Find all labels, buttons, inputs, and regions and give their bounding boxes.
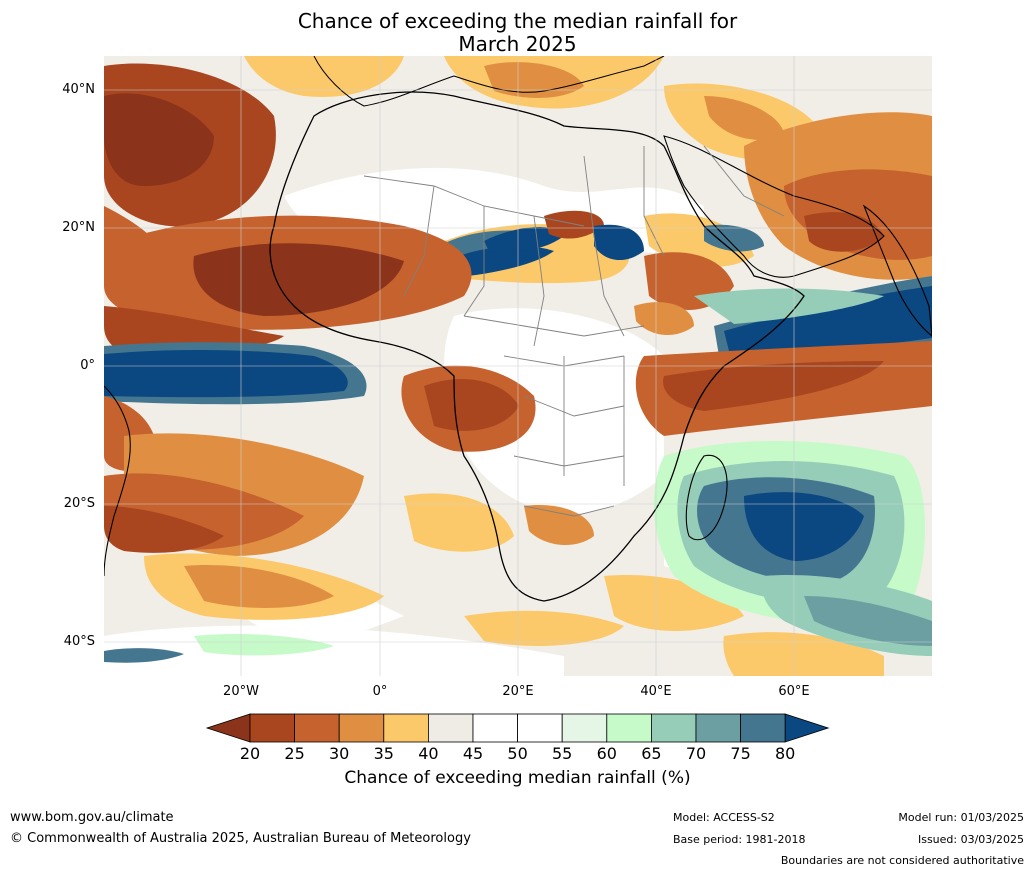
rainfall-map — [104, 56, 932, 676]
lon-label-0: 0° — [372, 684, 388, 699]
colorbar-tick-label: 65 — [641, 744, 662, 763]
footer-model-run: Model run: 01/03/2025 — [898, 811, 1024, 824]
colorbar-tick-label: 55 — [552, 744, 573, 763]
colorbar-cell — [249, 713, 295, 743]
lat-label-20s: 20°S — [63, 496, 95, 511]
colorbar-cell — [427, 713, 474, 743]
lon-label-40e: 40°E — [640, 684, 672, 699]
colorbar-extend-high — [784, 713, 830, 743]
colorbar-tick-label: 20 — [239, 744, 261, 763]
footer-base-period: Base period: 1981-2018 — [673, 833, 806, 846]
colorbar-cell — [472, 713, 518, 743]
colorbar-extend-low — [205, 713, 251, 743]
colorbar-cell — [294, 713, 340, 743]
colorbar-tick-label: 50 — [507, 744, 528, 763]
lat-label-0: 0° — [80, 358, 95, 373]
colorbar-cell — [650, 713, 697, 743]
colorbar-label: Chance of exceeding median rainfall (%) — [344, 768, 691, 788]
colorbar — [205, 713, 830, 743]
title-line-2: March 2025 — [458, 32, 577, 56]
colorbar-tick-label: 25 — [284, 744, 305, 763]
map-canvas — [104, 56, 932, 676]
lat-label-20n: 20°N — [62, 220, 95, 235]
footer-issued: Issued: 03/03/2025 — [917, 833, 1024, 846]
footer-model: Model: ACCESS-S2 — [673, 811, 775, 824]
colorbar-tick-label: 40 — [418, 744, 439, 763]
lon-label-20e: 20°E — [502, 684, 534, 699]
lat-label-40s: 40°S — [63, 634, 95, 649]
colorbar-cell — [561, 713, 608, 743]
title-line-1: Chance of exceeding the median rainfall … — [297, 9, 738, 33]
colorbar-cell — [740, 713, 786, 743]
colorbar-tick-label: 30 — [329, 744, 350, 763]
map-title: Chance of exceeding the median rainfall … — [0, 10, 1035, 56]
lat-label-40n: 40°N — [62, 82, 95, 97]
colorbar-tick-label: 45 — [462, 744, 484, 763]
footer-website: www.bom.gov.au/climate — [10, 810, 174, 825]
colorbar-cell — [517, 713, 563, 743]
colorbar-cell — [606, 713, 652, 743]
colorbar-tick-label: 75 — [730, 744, 751, 763]
colorbar-tick-label: 80 — [775, 744, 796, 763]
footer-boundaries-note: Boundaries are not considered authoritat… — [780, 854, 1024, 867]
colorbar-tick-label: 60 — [596, 744, 617, 763]
colorbar-tick-label: 70 — [685, 744, 707, 763]
colorbar-cell — [338, 713, 385, 743]
colorbar-cell — [383, 713, 429, 743]
lon-label-60e: 60°E — [778, 684, 810, 699]
footer-copyright: © Commonwealth of Australia 2025, Austra… — [10, 831, 471, 846]
colorbar-tick-label: 35 — [373, 744, 394, 763]
colorbar-cell — [695, 713, 741, 743]
lon-label-20w: 20°W — [223, 684, 259, 699]
